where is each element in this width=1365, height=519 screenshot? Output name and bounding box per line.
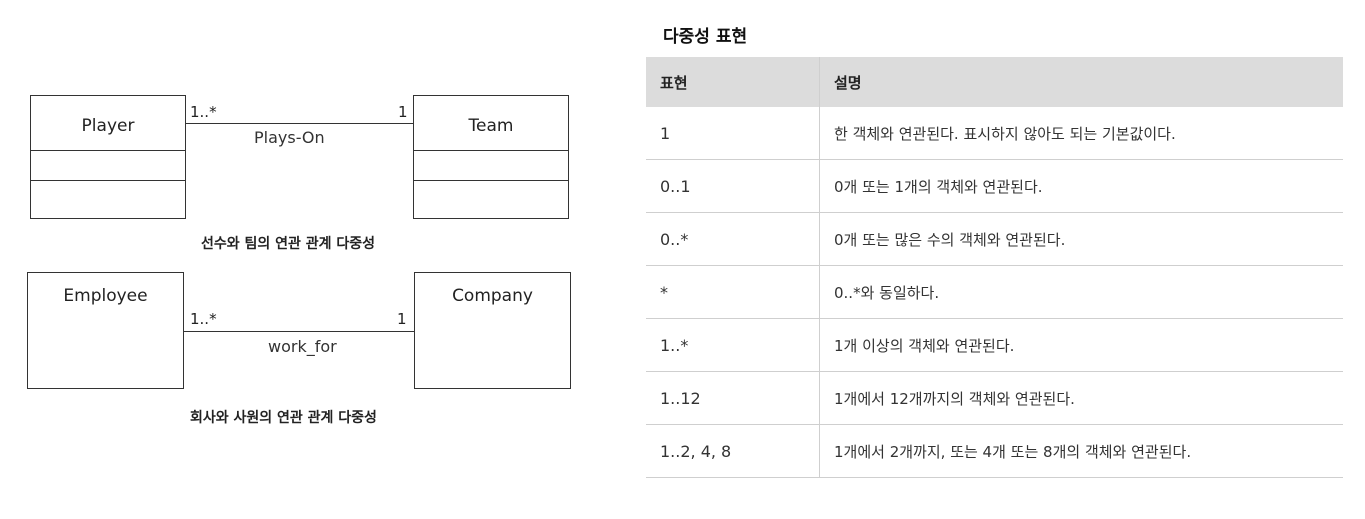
header-expression: 표현 [646,57,820,107]
table-row: * 0..*와 동일하다. [646,265,1343,319]
diagram-caption: 선수와 팀의 연관 관계 다중성 [201,236,376,252]
multiplicity-table: 표현 설명 1 한 객체와 연관된다. 표시하지 않아도 되는 기본값이다. 0… [646,57,1343,478]
class-employee: Employee [27,272,184,389]
multiplicity-right: 1 [397,310,407,328]
cell-description: 0..*와 동일하다. [819,265,1343,319]
diagram-caption: 회사와 사원의 연관 관계 다중성 [190,410,377,426]
header-description: 설명 [819,57,1343,107]
table-title: 다중성 표현 [663,27,748,47]
cell-expression: * [646,265,820,319]
table-row: 1..2, 4, 8 1개에서 2개까지, 또는 4개 또는 8개의 객체와 연… [646,424,1343,478]
class-player: Player [30,95,186,219]
cell-expression: 1 [646,107,820,160]
table-row: 1..* 1개 이상의 객체와 연관된다. [646,318,1343,372]
table-row: 1..12 1개에서 12개까지의 객체와 연관된다. [646,371,1343,425]
association-line [184,331,414,332]
cell-description: 1개에서 2개까지, 또는 4개 또는 8개의 객체와 연관된다. [819,424,1343,478]
class-name: Team [468,116,514,136]
multiplicity-left: 1..* [190,310,217,328]
table-row: 1 한 객체와 연관된다. 표시하지 않아도 되는 기본값이다. [646,107,1343,160]
cell-description: 0개 또는 1개의 객체와 연관된다. [819,159,1343,213]
class-company: Company [414,272,571,389]
cell-expression: 1..2, 4, 8 [646,424,820,478]
cell-expression: 1..12 [646,371,820,425]
association-label: Plays-On [254,128,325,147]
class-name: Player [81,116,135,136]
cell-expression: 0..1 [646,159,820,213]
association-line [186,123,413,124]
multiplicity-left: 1..* [190,103,217,121]
table-row: 0..* 0개 또는 많은 수의 객체와 연관된다. [646,212,1343,266]
cell-description: 1개 이상의 객체와 연관된다. [819,318,1343,372]
class-attributes-divider [31,150,185,151]
class-name: Employee [63,286,148,306]
cell-expression: 0..* [646,212,820,266]
class-attributes-divider [414,150,568,151]
cell-description: 한 객체와 연관된다. 표시하지 않아도 되는 기본값이다. [819,107,1343,160]
class-operations-divider [414,180,568,181]
class-name: Company [452,286,533,306]
class-operations-divider [31,180,185,181]
class-team: Team [413,95,569,219]
cell-description: 1개에서 12개까지의 객체와 연관된다. [819,371,1343,425]
table-header-row: 표현 설명 [646,57,1343,107]
multiplicity-right: 1 [398,103,408,121]
table-row: 0..1 0개 또는 1개의 객체와 연관된다. [646,159,1343,213]
cell-expression: 1..* [646,318,820,372]
association-label: work_for [268,337,337,356]
cell-description: 0개 또는 많은 수의 객체와 연관된다. [819,212,1343,266]
